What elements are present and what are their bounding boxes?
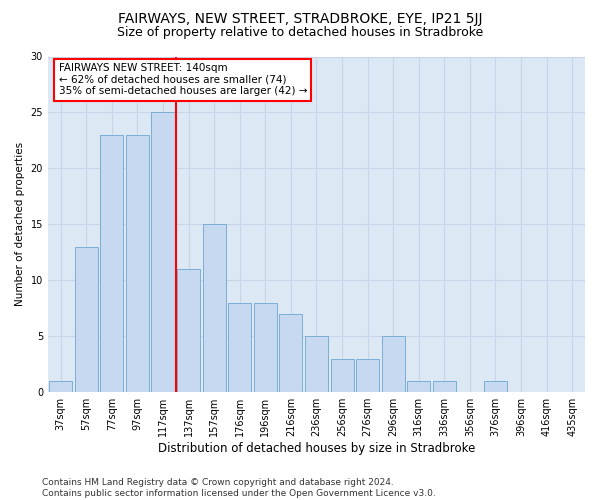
Bar [151,112,175,392]
Bar [254,302,277,392]
Bar [484,381,507,392]
Bar [126,135,149,392]
Bar [100,135,124,392]
X-axis label: Distribution of detached houses by size in Stradbroke: Distribution of detached houses by size … [158,442,475,455]
Bar [228,302,251,392]
Text: Contains HM Land Registry data © Crown copyright and database right 2024.
Contai: Contains HM Land Registry data © Crown c… [42,478,436,498]
Text: FAIRWAYS NEW STREET: 140sqm
← 62% of detached houses are smaller (74)
35% of sem: FAIRWAYS NEW STREET: 140sqm ← 62% of det… [59,63,307,96]
Y-axis label: Number of detached properties: Number of detached properties [15,142,25,306]
Text: Size of property relative to detached houses in Stradbroke: Size of property relative to detached ho… [117,26,483,39]
Bar [177,269,200,392]
Bar [382,336,404,392]
Bar [407,381,430,392]
Bar [331,358,353,392]
Bar [75,246,98,392]
Bar [305,336,328,392]
Text: FAIRWAYS, NEW STREET, STRADBROKE, EYE, IP21 5JJ: FAIRWAYS, NEW STREET, STRADBROKE, EYE, I… [118,12,482,26]
Bar [203,224,226,392]
Bar [49,381,72,392]
Bar [356,358,379,392]
Bar [433,381,456,392]
Bar [280,314,302,392]
